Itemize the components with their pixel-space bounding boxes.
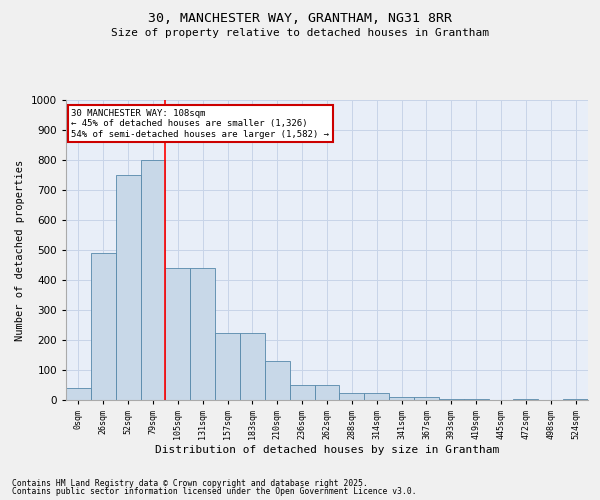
Bar (364, 392, 389, 400)
Text: 30, MANCHESTER WAY, GRANTHAM, NG31 8RR: 30, MANCHESTER WAY, GRANTHAM, NG31 8RR (148, 12, 452, 26)
Y-axis label: Number of detached properties: Number of detached properties (15, 160, 25, 340)
Bar (240, 332, 265, 400)
Bar (464, 398, 488, 400)
Text: 30 MANCHESTER WAY: 108sqm
← 45% of detached houses are smaller (1,326)
54% of se: 30 MANCHESTER WAY: 108sqm ← 45% of detac… (71, 109, 329, 139)
Bar (215, 332, 240, 400)
Text: Contains HM Land Registry data © Crown copyright and database right 2025.: Contains HM Land Registry data © Crown c… (12, 478, 368, 488)
Bar (439, 398, 464, 400)
Bar (116, 175, 140, 400)
Bar (414, 397, 439, 400)
Bar (314, 385, 340, 400)
Bar (290, 385, 314, 400)
Bar (389, 397, 414, 400)
Bar (265, 361, 290, 400)
Bar (166, 268, 190, 400)
Text: Size of property relative to detached houses in Grantham: Size of property relative to detached ho… (111, 28, 489, 38)
Bar (66, 388, 91, 400)
Bar (563, 398, 588, 400)
Bar (190, 268, 215, 400)
Bar (140, 160, 166, 400)
Bar (91, 253, 116, 400)
Text: Contains public sector information licensed under the Open Government Licence v3: Contains public sector information licen… (12, 487, 416, 496)
Bar (340, 392, 364, 400)
Bar (514, 398, 538, 400)
X-axis label: Distribution of detached houses by size in Grantham: Distribution of detached houses by size … (155, 444, 499, 454)
